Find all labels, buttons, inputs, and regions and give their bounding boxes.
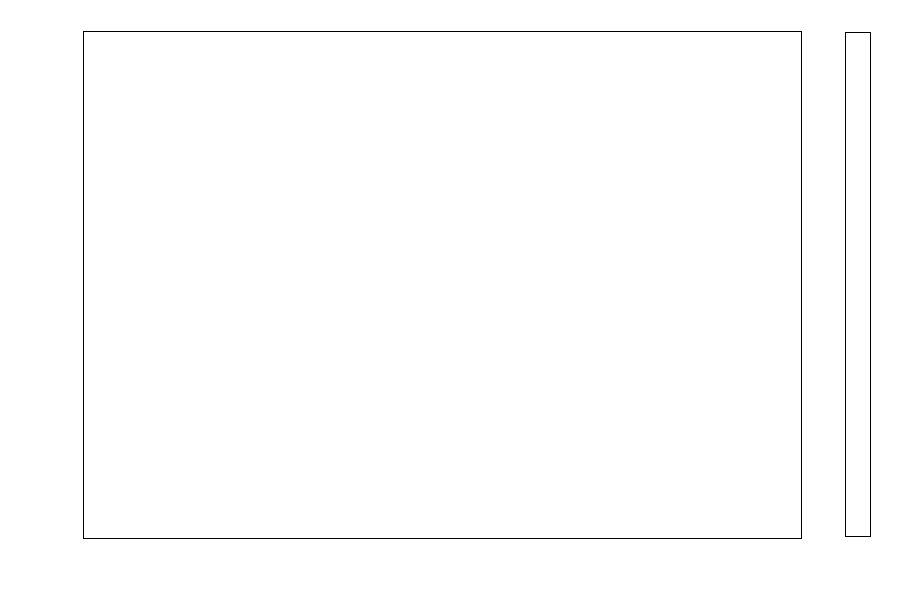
heatmap-canvas <box>84 32 800 537</box>
colorbar <box>845 32 871 537</box>
